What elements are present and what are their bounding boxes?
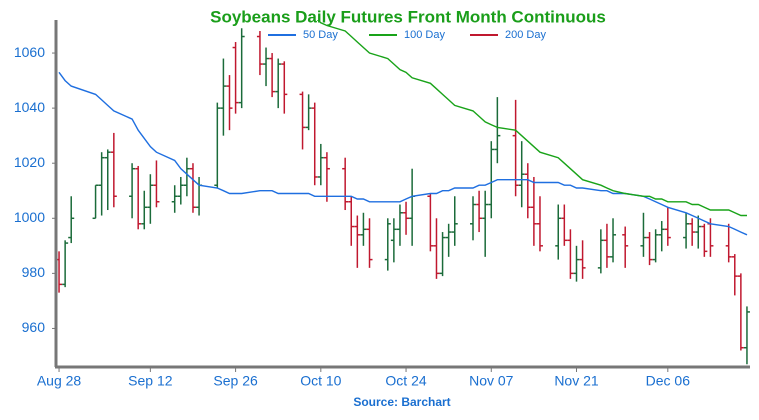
x-tick-label: Dec 06 <box>646 373 691 389</box>
x-tick-label: Nov 21 <box>554 373 599 389</box>
plot-area <box>56 20 750 365</box>
y-tick-label: 960 <box>22 319 46 335</box>
y-tick-label: 1020 <box>14 154 45 170</box>
legend-label: 100 Day <box>404 29 445 41</box>
x-tick-label: Oct 10 <box>300 373 341 389</box>
y-tick-label: 1040 <box>14 99 45 115</box>
ma-line <box>316 20 747 217</box>
x-tick-label: Aug 28 <box>37 373 82 389</box>
legend-label: 200 Day <box>505 29 546 41</box>
chart-title: Soybeans Daily Futures Front Month Conti… <box>210 7 606 26</box>
x-tick-label: Oct 24 <box>385 373 426 389</box>
x-tick-label: Nov 07 <box>469 373 514 389</box>
y-tick-label: 1000 <box>14 209 45 225</box>
x-tick-label: Sep 12 <box>128 373 173 389</box>
y-tick-label: 980 <box>22 264 46 280</box>
x-tick-label: Sep 26 <box>213 373 258 389</box>
legend-label: 50 Day <box>303 29 338 41</box>
ma-line <box>58 71 748 236</box>
source-note: Source: Barchart <box>353 395 450 409</box>
y-tick-label: 1060 <box>14 44 45 60</box>
